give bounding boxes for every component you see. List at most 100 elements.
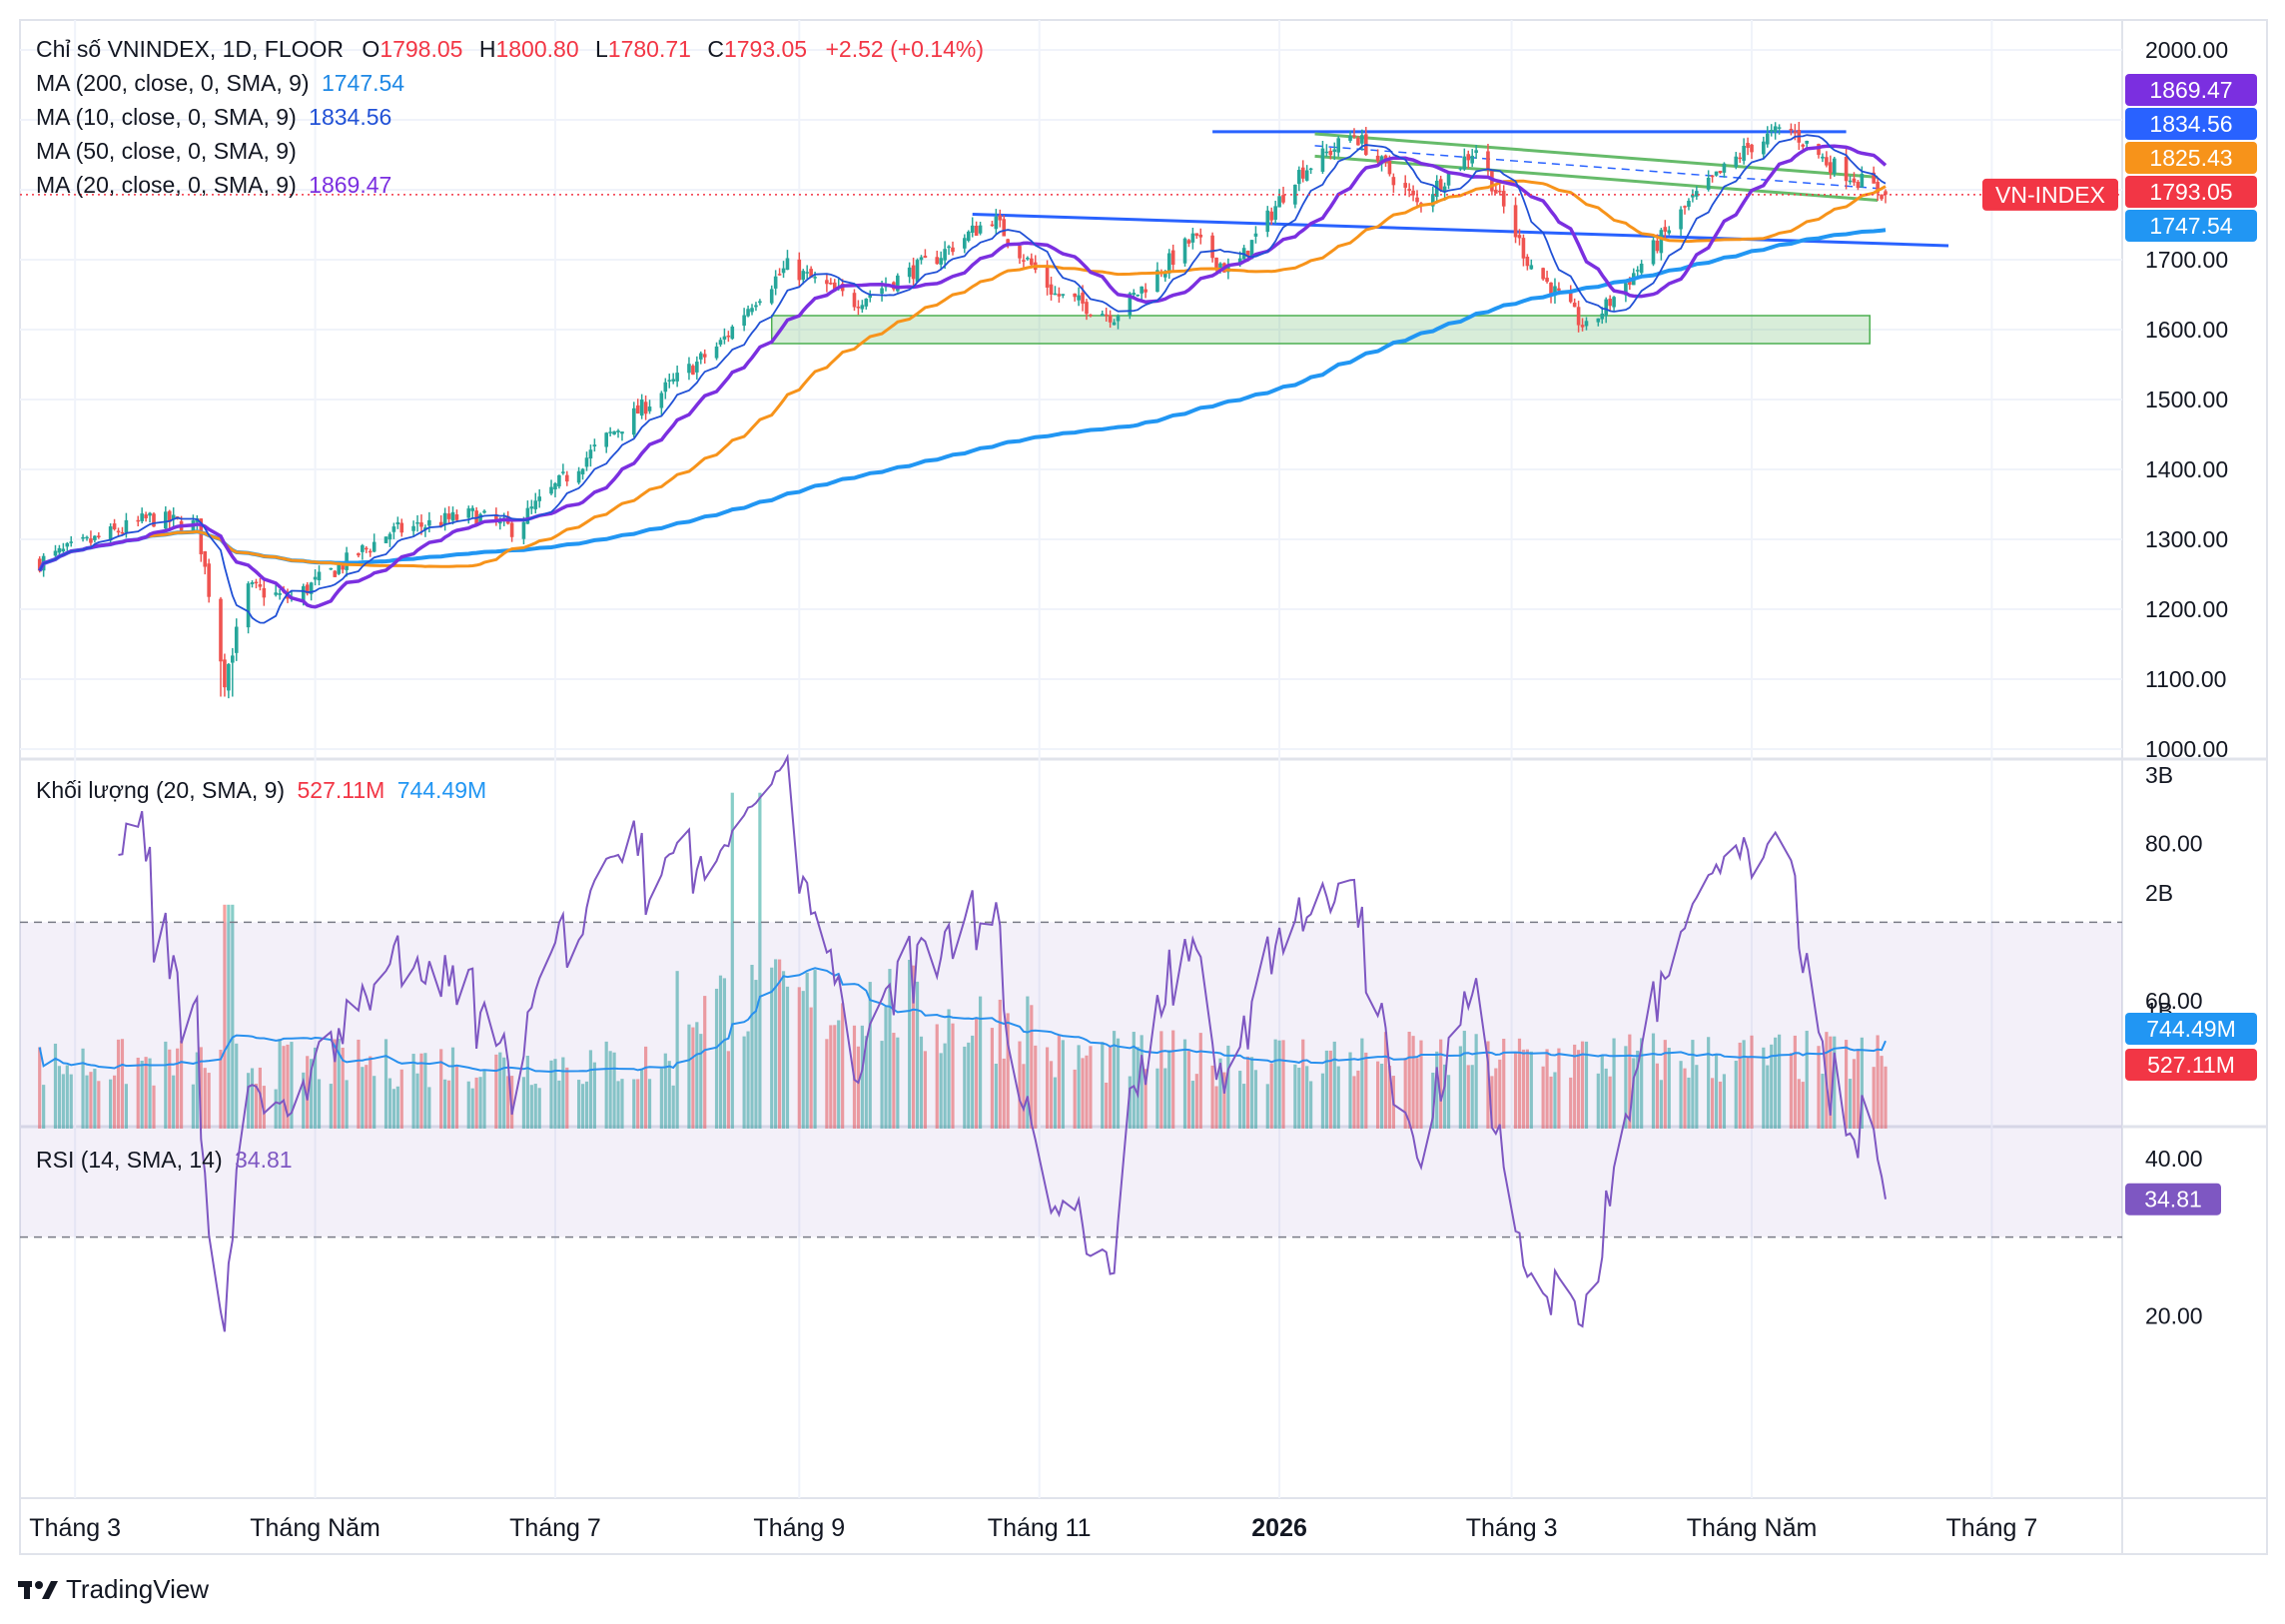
volume-legend[interactable]: Khối lượng (20, SMA, 9) 527.11M 744.49M bbox=[36, 777, 486, 804]
ma10-value: 1834.56 bbox=[309, 104, 392, 130]
ma10-legend[interactable]: MA (10, close, 0, SMA, 9) 1834.56 bbox=[36, 104, 391, 131]
volume-bar bbox=[722, 978, 727, 1129]
candle-body bbox=[1210, 235, 1214, 259]
volume-bar bbox=[57, 1066, 62, 1129]
price-tick-label: 1000.00 bbox=[2145, 736, 2228, 762]
volume-bar bbox=[754, 980, 758, 1129]
volume-bar bbox=[450, 1047, 455, 1129]
ma50-label: MA (50, close, 0, SMA, 9) bbox=[36, 138, 297, 164]
volume-bar bbox=[1707, 1037, 1711, 1129]
volume-bar bbox=[1269, 1063, 1273, 1129]
candle-body bbox=[695, 362, 699, 373]
candle-body bbox=[1245, 251, 1250, 258]
candle-body bbox=[250, 581, 255, 584]
volume-bar bbox=[1198, 1033, 1202, 1129]
candle-body bbox=[1494, 190, 1498, 194]
volume-bar bbox=[1026, 996, 1030, 1129]
candle-body bbox=[1057, 294, 1062, 297]
candle-body bbox=[148, 512, 152, 516]
candle-body bbox=[1438, 179, 1443, 191]
ma50-legend[interactable]: MA (50, close, 0, SMA, 9) bbox=[36, 138, 297, 165]
ma20-line bbox=[38, 144, 1888, 609]
volume-bar bbox=[565, 1067, 569, 1129]
volume-bar bbox=[1293, 1064, 1297, 1129]
volume-bar bbox=[179, 1040, 184, 1129]
candle-body bbox=[1541, 268, 1545, 280]
ma20-legend[interactable]: MA (20, close, 0, SMA, 9) 1869.47 bbox=[36, 172, 391, 199]
volume-bar bbox=[1714, 1054, 1719, 1129]
candle-body bbox=[1789, 128, 1794, 131]
candle-body bbox=[549, 486, 553, 494]
symbol-legend: Chỉ số VNINDEX, 1D, FLOOR O1798.05 H1800… bbox=[36, 36, 984, 63]
volume-bar bbox=[1265, 1084, 1269, 1129]
volume-bar bbox=[1018, 1041, 1022, 1129]
candle-body bbox=[998, 215, 1003, 221]
volume-bar bbox=[427, 1087, 431, 1129]
volume-bar bbox=[1379, 1063, 1384, 1129]
candle-body bbox=[1762, 141, 1766, 155]
volume-bar bbox=[506, 1076, 510, 1129]
candle-body bbox=[1872, 172, 1876, 184]
candle-body bbox=[1100, 314, 1105, 317]
candle-body bbox=[203, 550, 208, 567]
volume-bar bbox=[1766, 1065, 1770, 1129]
volume-bar bbox=[1762, 1047, 1766, 1129]
candle-body bbox=[1194, 233, 1199, 237]
candle-body bbox=[1880, 194, 1884, 200]
volume-bar bbox=[254, 1084, 259, 1129]
volume-bar bbox=[833, 1025, 837, 1129]
price-tag-bg bbox=[2125, 210, 2257, 242]
volume-bar bbox=[124, 1084, 129, 1129]
price-tag-label: 1747.54 bbox=[2149, 213, 2232, 239]
candle-body bbox=[1198, 234, 1203, 238]
candle-body bbox=[1817, 144, 1821, 156]
volume-bar bbox=[306, 1056, 310, 1129]
candle-body bbox=[482, 510, 486, 513]
candle-body bbox=[604, 432, 608, 447]
candle-body bbox=[564, 474, 569, 482]
candle-body bbox=[1128, 293, 1133, 316]
volume-bar bbox=[1474, 1034, 1478, 1129]
candle-body bbox=[309, 582, 314, 594]
volume-bar bbox=[667, 1061, 671, 1129]
candle-body bbox=[750, 308, 754, 313]
symbol-tag-bg bbox=[1982, 178, 2118, 211]
rsi-legend[interactable]: RSI (14, SMA, 14) 34.81 bbox=[36, 1147, 293, 1174]
ma10-line bbox=[38, 134, 1887, 624]
candle-body bbox=[1182, 238, 1187, 264]
volume-bar bbox=[896, 1037, 900, 1129]
candle-body bbox=[1848, 180, 1853, 183]
volume-bar bbox=[951, 1023, 955, 1129]
candle-body bbox=[785, 258, 790, 271]
candle-body bbox=[199, 518, 204, 554]
tradingview-logo[interactable]: TradingView bbox=[18, 1574, 209, 1605]
volume-tag-label: 527.11M bbox=[2147, 1052, 2235, 1078]
volume-bar bbox=[498, 1052, 502, 1129]
volume-bars bbox=[38, 792, 1888, 1129]
volume-bar bbox=[1222, 1072, 1226, 1129]
volume-bar bbox=[864, 1036, 868, 1129]
candle-body bbox=[1085, 302, 1089, 315]
candle-body bbox=[1073, 293, 1077, 298]
volume-bar bbox=[1470, 1065, 1474, 1129]
volume-bar bbox=[1045, 1047, 1050, 1129]
candle-body bbox=[1742, 146, 1746, 161]
volume-bar bbox=[1089, 1046, 1093, 1129]
volume-bar bbox=[663, 1053, 667, 1129]
volume-bar bbox=[1880, 1056, 1884, 1129]
candle-body bbox=[1006, 239, 1010, 245]
candle-body bbox=[588, 449, 593, 459]
volume-bar bbox=[1580, 1041, 1585, 1129]
volume-bar bbox=[1383, 1032, 1388, 1129]
candle-body bbox=[1297, 170, 1301, 185]
ma200-legend[interactable]: MA (200, close, 0, SMA, 9) 1747.54 bbox=[36, 70, 404, 97]
price-tag-label: 1869.47 bbox=[2149, 77, 2232, 103]
volume-bar bbox=[383, 1039, 388, 1129]
volume-bar bbox=[482, 1069, 486, 1129]
candle-body bbox=[1026, 258, 1030, 260]
candle-body bbox=[943, 249, 947, 261]
time-label: Tháng Năm bbox=[250, 1514, 381, 1542]
candle-body bbox=[144, 514, 148, 518]
volume-tick-label: 3B bbox=[2145, 762, 2173, 788]
